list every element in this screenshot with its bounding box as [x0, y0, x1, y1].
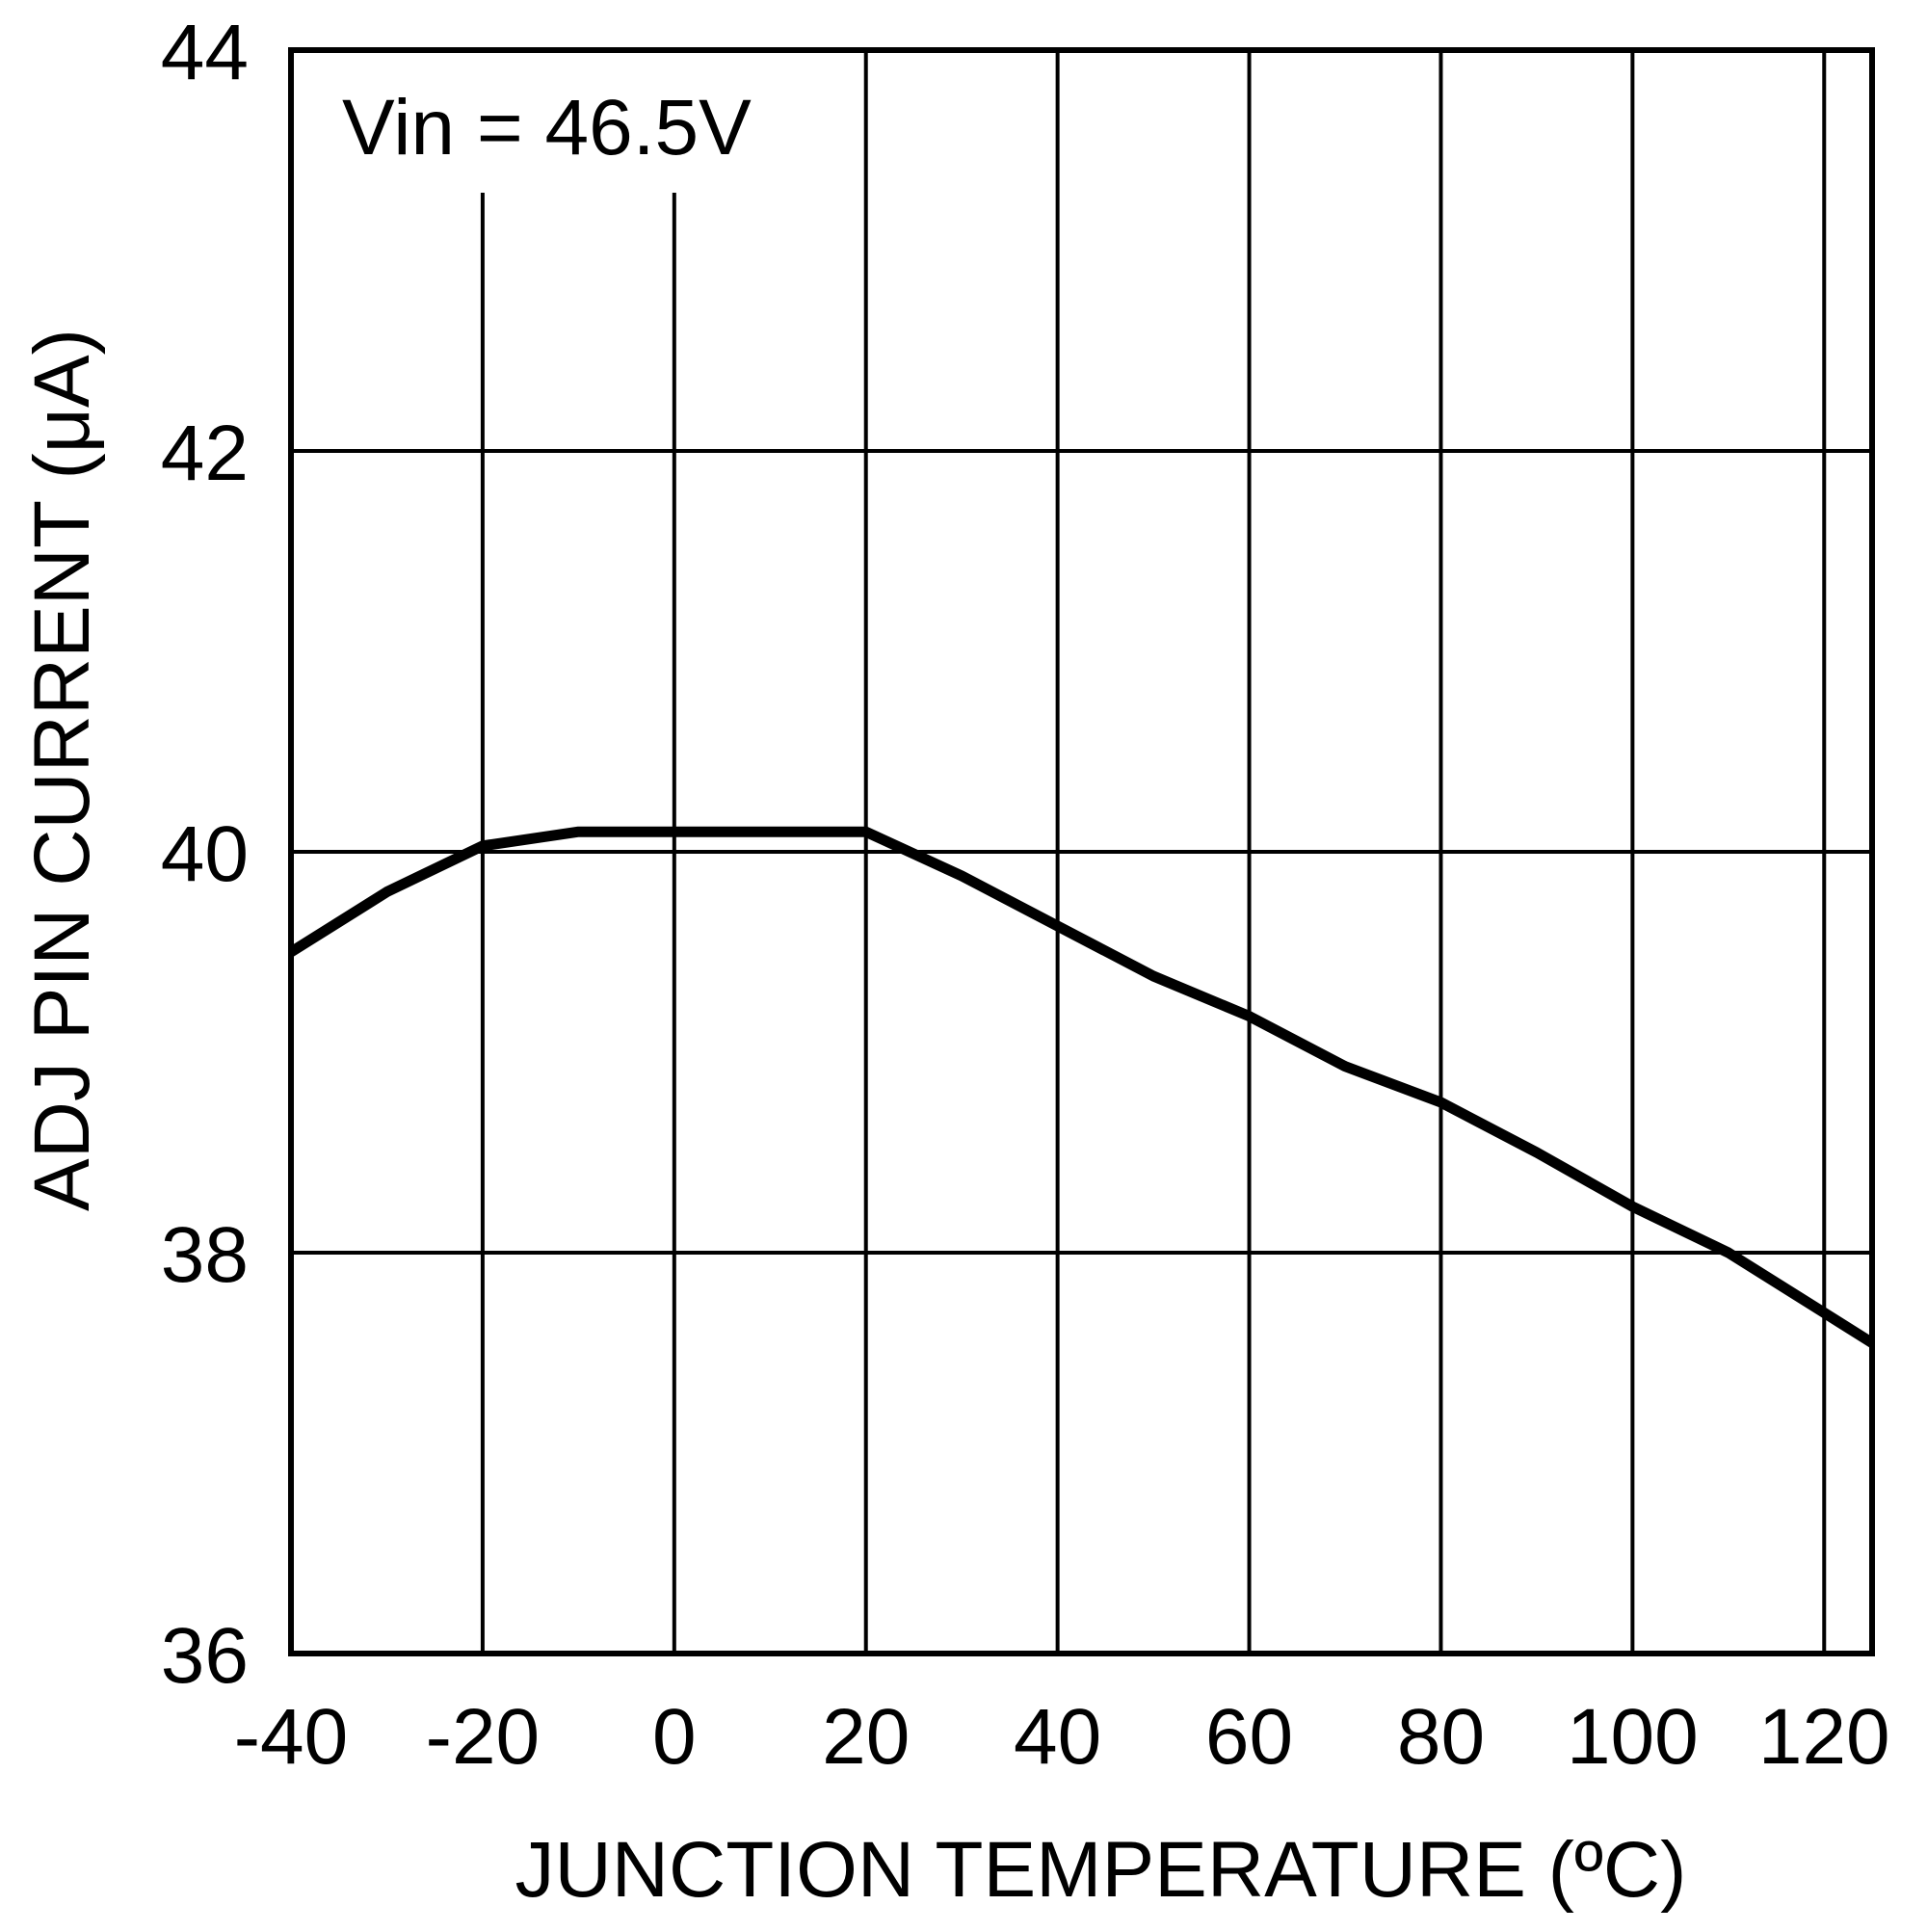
y-tick-label: 42 [161, 410, 249, 497]
y-tick-label: 44 [161, 9, 249, 96]
y-tick-label: 38 [161, 1211, 249, 1299]
y-tick-label: 36 [161, 1612, 249, 1700]
x-tick-label: -40 [234, 1693, 349, 1781]
tick-labels: -40 -20 0 20 40 60 80 100 120 36 38 40 42 44 [161, 9, 1890, 1781]
x-axis-title: JUNCTION TEMPERATURE (ºC) [515, 1826, 1687, 1914]
plot-frame [288, 47, 1875, 1656]
annotation-vin: Vin = 46.5V [342, 84, 752, 172]
x-tick-label: 60 [1205, 1693, 1293, 1781]
x-tick-label: 120 [1758, 1693, 1890, 1781]
grid [291, 50, 1872, 1654]
x-tick-label: 40 [1014, 1693, 1101, 1781]
x-tick-label: 20 [822, 1693, 910, 1781]
y-tick-label: 40 [161, 810, 249, 898]
x-tick-label: 0 [652, 1693, 697, 1781]
x-tick-label: 100 [1567, 1693, 1699, 1781]
y-axis-title: ADJ PIN CURRENT (μA) [18, 329, 106, 1211]
x-tick-label: 80 [1397, 1693, 1485, 1781]
x-tick-label: -20 [426, 1693, 541, 1781]
data-series [288, 826, 1875, 1348]
series-line-0 [288, 826, 1875, 1348]
